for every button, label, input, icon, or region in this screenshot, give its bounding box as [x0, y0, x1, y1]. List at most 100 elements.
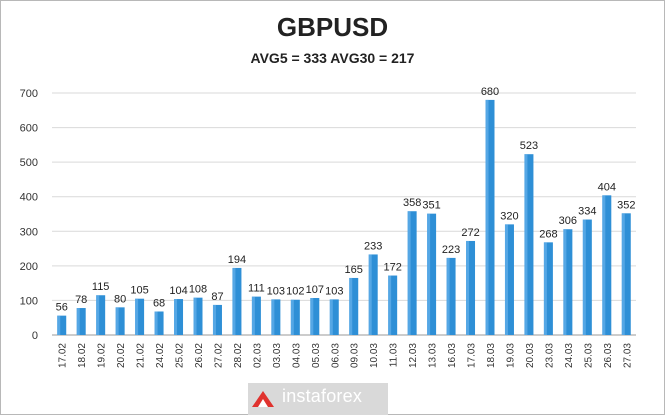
data-label: 172 [383, 262, 401, 274]
bar [621, 213, 631, 335]
x-tick-label: 17.03 [467, 343, 478, 368]
bar [193, 297, 203, 335]
x-tick-label: 20.03 [525, 343, 536, 368]
x-tick-label: 10.03 [369, 343, 380, 368]
bar-highlight [271, 299, 275, 335]
bar-highlight [446, 257, 450, 335]
bar-highlight [485, 99, 489, 336]
bar-highlight [582, 219, 586, 335]
bar-highlight [154, 311, 158, 335]
y-tick-label: 0 [32, 330, 38, 342]
instaforex-logo-icon [252, 391, 274, 407]
bar-highlight [212, 304, 216, 335]
y-tick-label: 100 [20, 295, 38, 307]
x-tick-label: 12.03 [408, 343, 419, 368]
bar-highlight [427, 213, 431, 335]
bar-highlight [57, 315, 61, 335]
x-tick-label: 05.03 [311, 343, 322, 368]
x-tick-label: 11.03 [389, 343, 400, 368]
bar [115, 307, 125, 335]
y-tick-label: 500 [20, 157, 38, 169]
bar [524, 154, 534, 335]
watermark-text: instaforex [282, 386, 363, 406]
y-tick-label: 200 [20, 261, 38, 273]
bar [466, 240, 476, 335]
x-tick-label: 17.02 [58, 343, 69, 368]
bar-highlight [329, 299, 333, 335]
x-tick-label: 03.03 [272, 343, 283, 368]
bar [407, 211, 417, 335]
data-label: 352 [617, 199, 635, 211]
data-label: 107 [306, 284, 324, 296]
data-label: 404 [598, 181, 616, 193]
x-tick-label: 20.02 [116, 343, 127, 368]
bar [349, 277, 359, 335]
bar-highlight [349, 277, 353, 335]
bar [232, 267, 242, 335]
data-label: 223 [442, 244, 460, 256]
watermark-banner [248, 383, 388, 415]
data-label: 104 [169, 285, 187, 297]
data-label: 56 [56, 302, 68, 314]
data-label: 272 [461, 227, 479, 239]
y-tick-label: 400 [20, 192, 38, 204]
bar [427, 213, 437, 335]
bar-highlight [96, 295, 100, 335]
x-tick-label: 25.03 [583, 343, 594, 368]
x-tick-label: 19.02 [97, 343, 108, 368]
data-label: 87 [211, 291, 223, 303]
data-label: 334 [578, 206, 596, 218]
bar-highlight [388, 275, 392, 335]
bar-highlight [232, 267, 236, 335]
data-label: 680 [481, 86, 499, 98]
chart-title: GBPUSD [276, 12, 389, 42]
chart-subtitle: AVG5 = 333 AVG30 = 217 [250, 50, 415, 66]
x-tick-label: 18.02 [77, 343, 88, 368]
data-label: 306 [559, 215, 577, 227]
data-label: 268 [539, 228, 557, 240]
bar [57, 315, 67, 335]
x-tick-label: 25.02 [175, 343, 186, 368]
x-tick-label: 18.03 [486, 343, 497, 368]
bar-highlight [193, 297, 197, 335]
x-tick-label: 16.03 [447, 343, 458, 368]
bar [96, 295, 106, 335]
bar-highlight [368, 254, 372, 335]
x-tick-label: 24.02 [155, 343, 166, 368]
x-tick-label: 19.03 [505, 343, 516, 368]
bar-highlight [524, 154, 528, 335]
bar-highlight [174, 299, 178, 335]
y-tick-label: 600 [20, 123, 38, 135]
x-tick-label: 13.03 [428, 343, 439, 368]
data-label: 358 [403, 197, 421, 209]
bar-highlight [290, 299, 294, 335]
bar-highlight [602, 195, 606, 335]
x-tick-label: 27.02 [213, 343, 224, 368]
data-label: 108 [189, 284, 207, 296]
data-label: 351 [422, 200, 440, 212]
bar [485, 99, 495, 336]
data-label: 111 [248, 283, 265, 295]
data-label: 102 [286, 286, 304, 298]
bar [329, 299, 339, 335]
data-label: 80 [114, 293, 126, 305]
x-tick-label: 26.03 [603, 343, 614, 368]
bar [602, 195, 612, 335]
y-tick-label: 300 [20, 226, 38, 238]
bar [290, 299, 300, 335]
x-tick-label: 24.03 [564, 343, 575, 368]
bar [388, 275, 398, 335]
bar [212, 304, 222, 335]
bar [563, 229, 573, 335]
bar-highlight [135, 298, 139, 335]
bar [76, 308, 86, 335]
bar-highlight [115, 307, 119, 335]
x-tick-label: 21.02 [136, 343, 147, 368]
bar-highlight [407, 211, 411, 335]
x-tick-label: 27.03 [622, 343, 633, 368]
bar [154, 311, 164, 335]
bar [543, 242, 553, 335]
x-tick-label: 28.02 [233, 343, 244, 368]
